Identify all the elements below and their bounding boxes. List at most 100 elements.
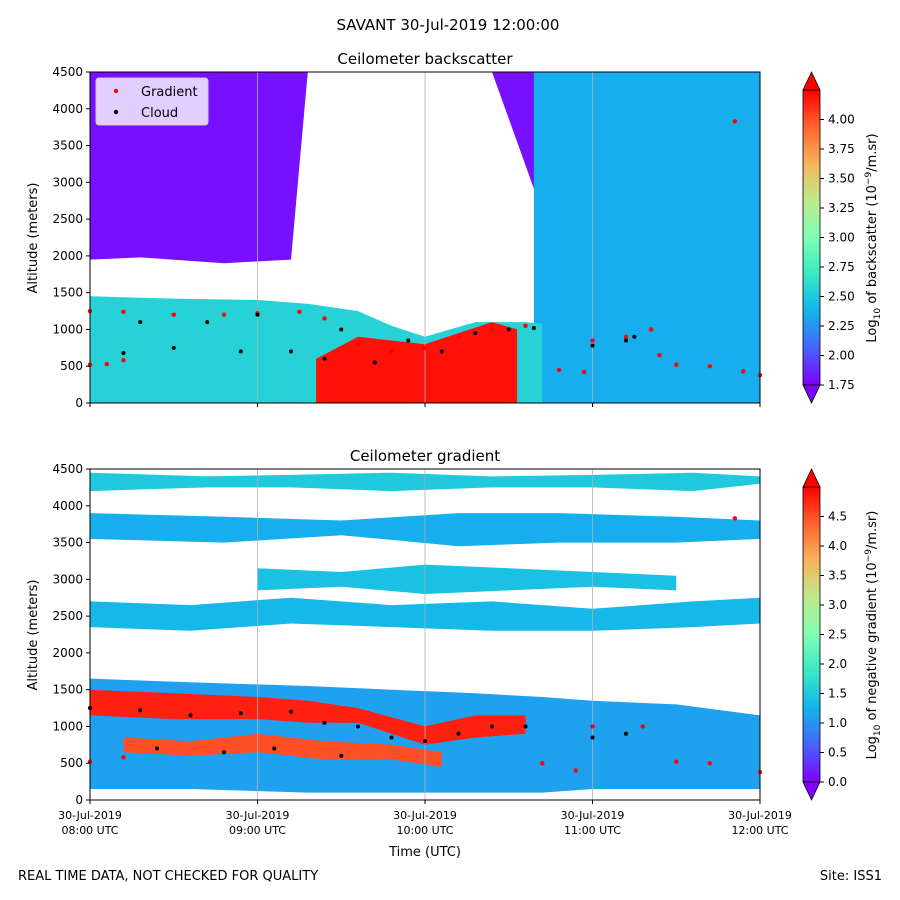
cloud-point bbox=[624, 731, 628, 736]
colorbar-tick-label: 4.0 bbox=[828, 539, 847, 553]
gradient-point bbox=[355, 341, 361, 347]
x-tick-label-time: 08:00 UTC bbox=[61, 824, 118, 837]
cloud-point bbox=[624, 338, 628, 343]
colorbar-gradient bbox=[802, 486, 821, 783]
y-tick-label: 3000 bbox=[52, 175, 83, 189]
y-tick-label: 4000 bbox=[52, 499, 83, 513]
cbar-label-log: Log bbox=[865, 319, 880, 342]
y-tick-label: 2000 bbox=[52, 249, 83, 263]
cloud-point bbox=[531, 325, 536, 330]
cbar-label-mid: of backscatter (10 bbox=[865, 185, 880, 308]
colorbar-extend-min bbox=[802, 781, 821, 801]
colorbar-tick-label: 2.00 bbox=[828, 349, 855, 363]
gradient-point bbox=[707, 761, 712, 766]
y-tick-label: 3500 bbox=[52, 536, 83, 550]
gradient-point bbox=[741, 369, 746, 374]
backscatter-colorbar: Log10 of backscatter (10−9/m.sr) 1.75 2.0… bbox=[802, 71, 883, 404]
legend-label-gradient: Gradient bbox=[141, 85, 198, 100]
colorbar-tick-label: 0.5 bbox=[828, 746, 847, 760]
y-tick-label: 4500 bbox=[52, 462, 83, 476]
gradient-colorbar: Log10 of negative gradient (10−9/m.sr) 0… bbox=[802, 468, 883, 801]
x-tick-label-time: 12:00 UTC bbox=[731, 824, 788, 837]
layer-upper-aerosol-band bbox=[533, 72, 760, 403]
cloud-point bbox=[506, 327, 511, 332]
legend-marker-gradient bbox=[113, 88, 119, 94]
x-tick-label-time: 09:00 UTC bbox=[229, 824, 286, 837]
cloud-point bbox=[473, 331, 478, 336]
colorbar-tick-label: 1.75 bbox=[828, 378, 855, 392]
gradient-point bbox=[590, 338, 595, 343]
cloud-point bbox=[439, 349, 444, 354]
gradient-point bbox=[674, 759, 679, 764]
colorbar-tick-label: 0.0 bbox=[828, 775, 847, 789]
cloud-point bbox=[171, 345, 176, 350]
x-tick-label-time: 11:00 UTC bbox=[564, 824, 621, 837]
y-tick-label: 2000 bbox=[52, 646, 83, 660]
gradient-point bbox=[489, 327, 495, 332]
gradient-point bbox=[623, 334, 629, 339]
colorbar-tick-label: 2.75 bbox=[828, 260, 855, 274]
colorbar-tick-label: 3.00 bbox=[828, 231, 855, 245]
gradient-point bbox=[707, 364, 712, 369]
colorbar-extend-max bbox=[802, 468, 821, 488]
gradient-point bbox=[732, 119, 738, 124]
x-tick-label-date: 30-Jul-2019 bbox=[728, 809, 792, 822]
gradient-point bbox=[456, 334, 461, 339]
gradient-point bbox=[121, 358, 126, 363]
cloud-point bbox=[423, 739, 427, 744]
gradient-xlabel: Time (UTC) bbox=[388, 845, 461, 860]
backscatter-panel: Ceilometer backscatter 0 500 1000 1500 2000 2… bbox=[26, 50, 763, 410]
legend-marker-cloud bbox=[113, 109, 119, 115]
gradient-title: Ceilometer gradient bbox=[350, 447, 500, 465]
gradient-point bbox=[590, 724, 595, 729]
y-tick-label: 3500 bbox=[52, 139, 83, 153]
colorbar-gradient bbox=[802, 89, 821, 386]
colorbar-tick-label: 3.25 bbox=[828, 201, 855, 215]
gradient-point bbox=[648, 327, 654, 332]
gradient-point bbox=[104, 361, 109, 367]
cloud-point bbox=[339, 327, 344, 332]
y-tick-label: 1000 bbox=[52, 719, 83, 733]
y-tick-label: 2500 bbox=[52, 609, 83, 623]
cloud-point bbox=[406, 338, 411, 343]
cloud-point bbox=[155, 746, 159, 751]
cloud-point bbox=[590, 735, 595, 740]
cloud-point bbox=[188, 713, 193, 718]
colorbar-tick-label: 3.0 bbox=[828, 598, 847, 612]
cloud-point bbox=[238, 349, 243, 354]
gradient-point bbox=[121, 755, 126, 760]
colorbar-tick-label: 1.5 bbox=[828, 687, 847, 701]
gradient-point bbox=[422, 345, 428, 351]
cloud-point bbox=[138, 320, 143, 325]
gradient-plot-area: 0 500 1000 1500 2000 2500 3000 3500 4000 4500 30-J… bbox=[52, 462, 791, 837]
cloud-point bbox=[272, 746, 277, 751]
legend-label-cloud: Cloud bbox=[141, 106, 178, 121]
cbar-label-sub: 10 bbox=[873, 308, 883, 320]
gradient-point bbox=[657, 352, 662, 358]
colorbar-tick-label: 3.75 bbox=[828, 142, 855, 156]
y-tick-label: 1500 bbox=[52, 683, 83, 697]
gradient-colorbar-label: Log10 of negative gradient (10−9/m.sr) bbox=[864, 511, 883, 760]
cbar-label-sup: −9 bbox=[864, 172, 874, 186]
cloud-point bbox=[255, 312, 260, 317]
backscatter-ylabel: Altitude (meters) bbox=[26, 183, 41, 294]
gradient-point bbox=[732, 516, 738, 521]
layer-top-gradient-layer bbox=[90, 689, 526, 745]
y-tick-label: 0 bbox=[75, 793, 83, 807]
cbar-label-log: Log bbox=[865, 736, 880, 759]
cloud-point bbox=[121, 350, 126, 355]
colorbar-tick-label: 4.5 bbox=[828, 510, 847, 524]
x-tick-label-date: 30-Jul-2019 bbox=[393, 809, 457, 822]
colorbar-tick-label: 4.00 bbox=[828, 113, 855, 127]
colorbar-tick-label: 2.25 bbox=[828, 319, 855, 333]
gradient-point bbox=[523, 323, 528, 328]
site-label: Site: ISS1 bbox=[819, 869, 882, 884]
colorbar-tick-label: 1.0 bbox=[828, 716, 847, 730]
cbar-label-mid: of negative gradient (10 bbox=[865, 562, 880, 724]
colorbar-extend-min bbox=[802, 384, 821, 404]
gradient-point bbox=[540, 761, 545, 766]
y-tick-label: 4500 bbox=[52, 65, 83, 79]
y-tick-label: 500 bbox=[60, 359, 83, 373]
cloud-point bbox=[632, 334, 637, 339]
